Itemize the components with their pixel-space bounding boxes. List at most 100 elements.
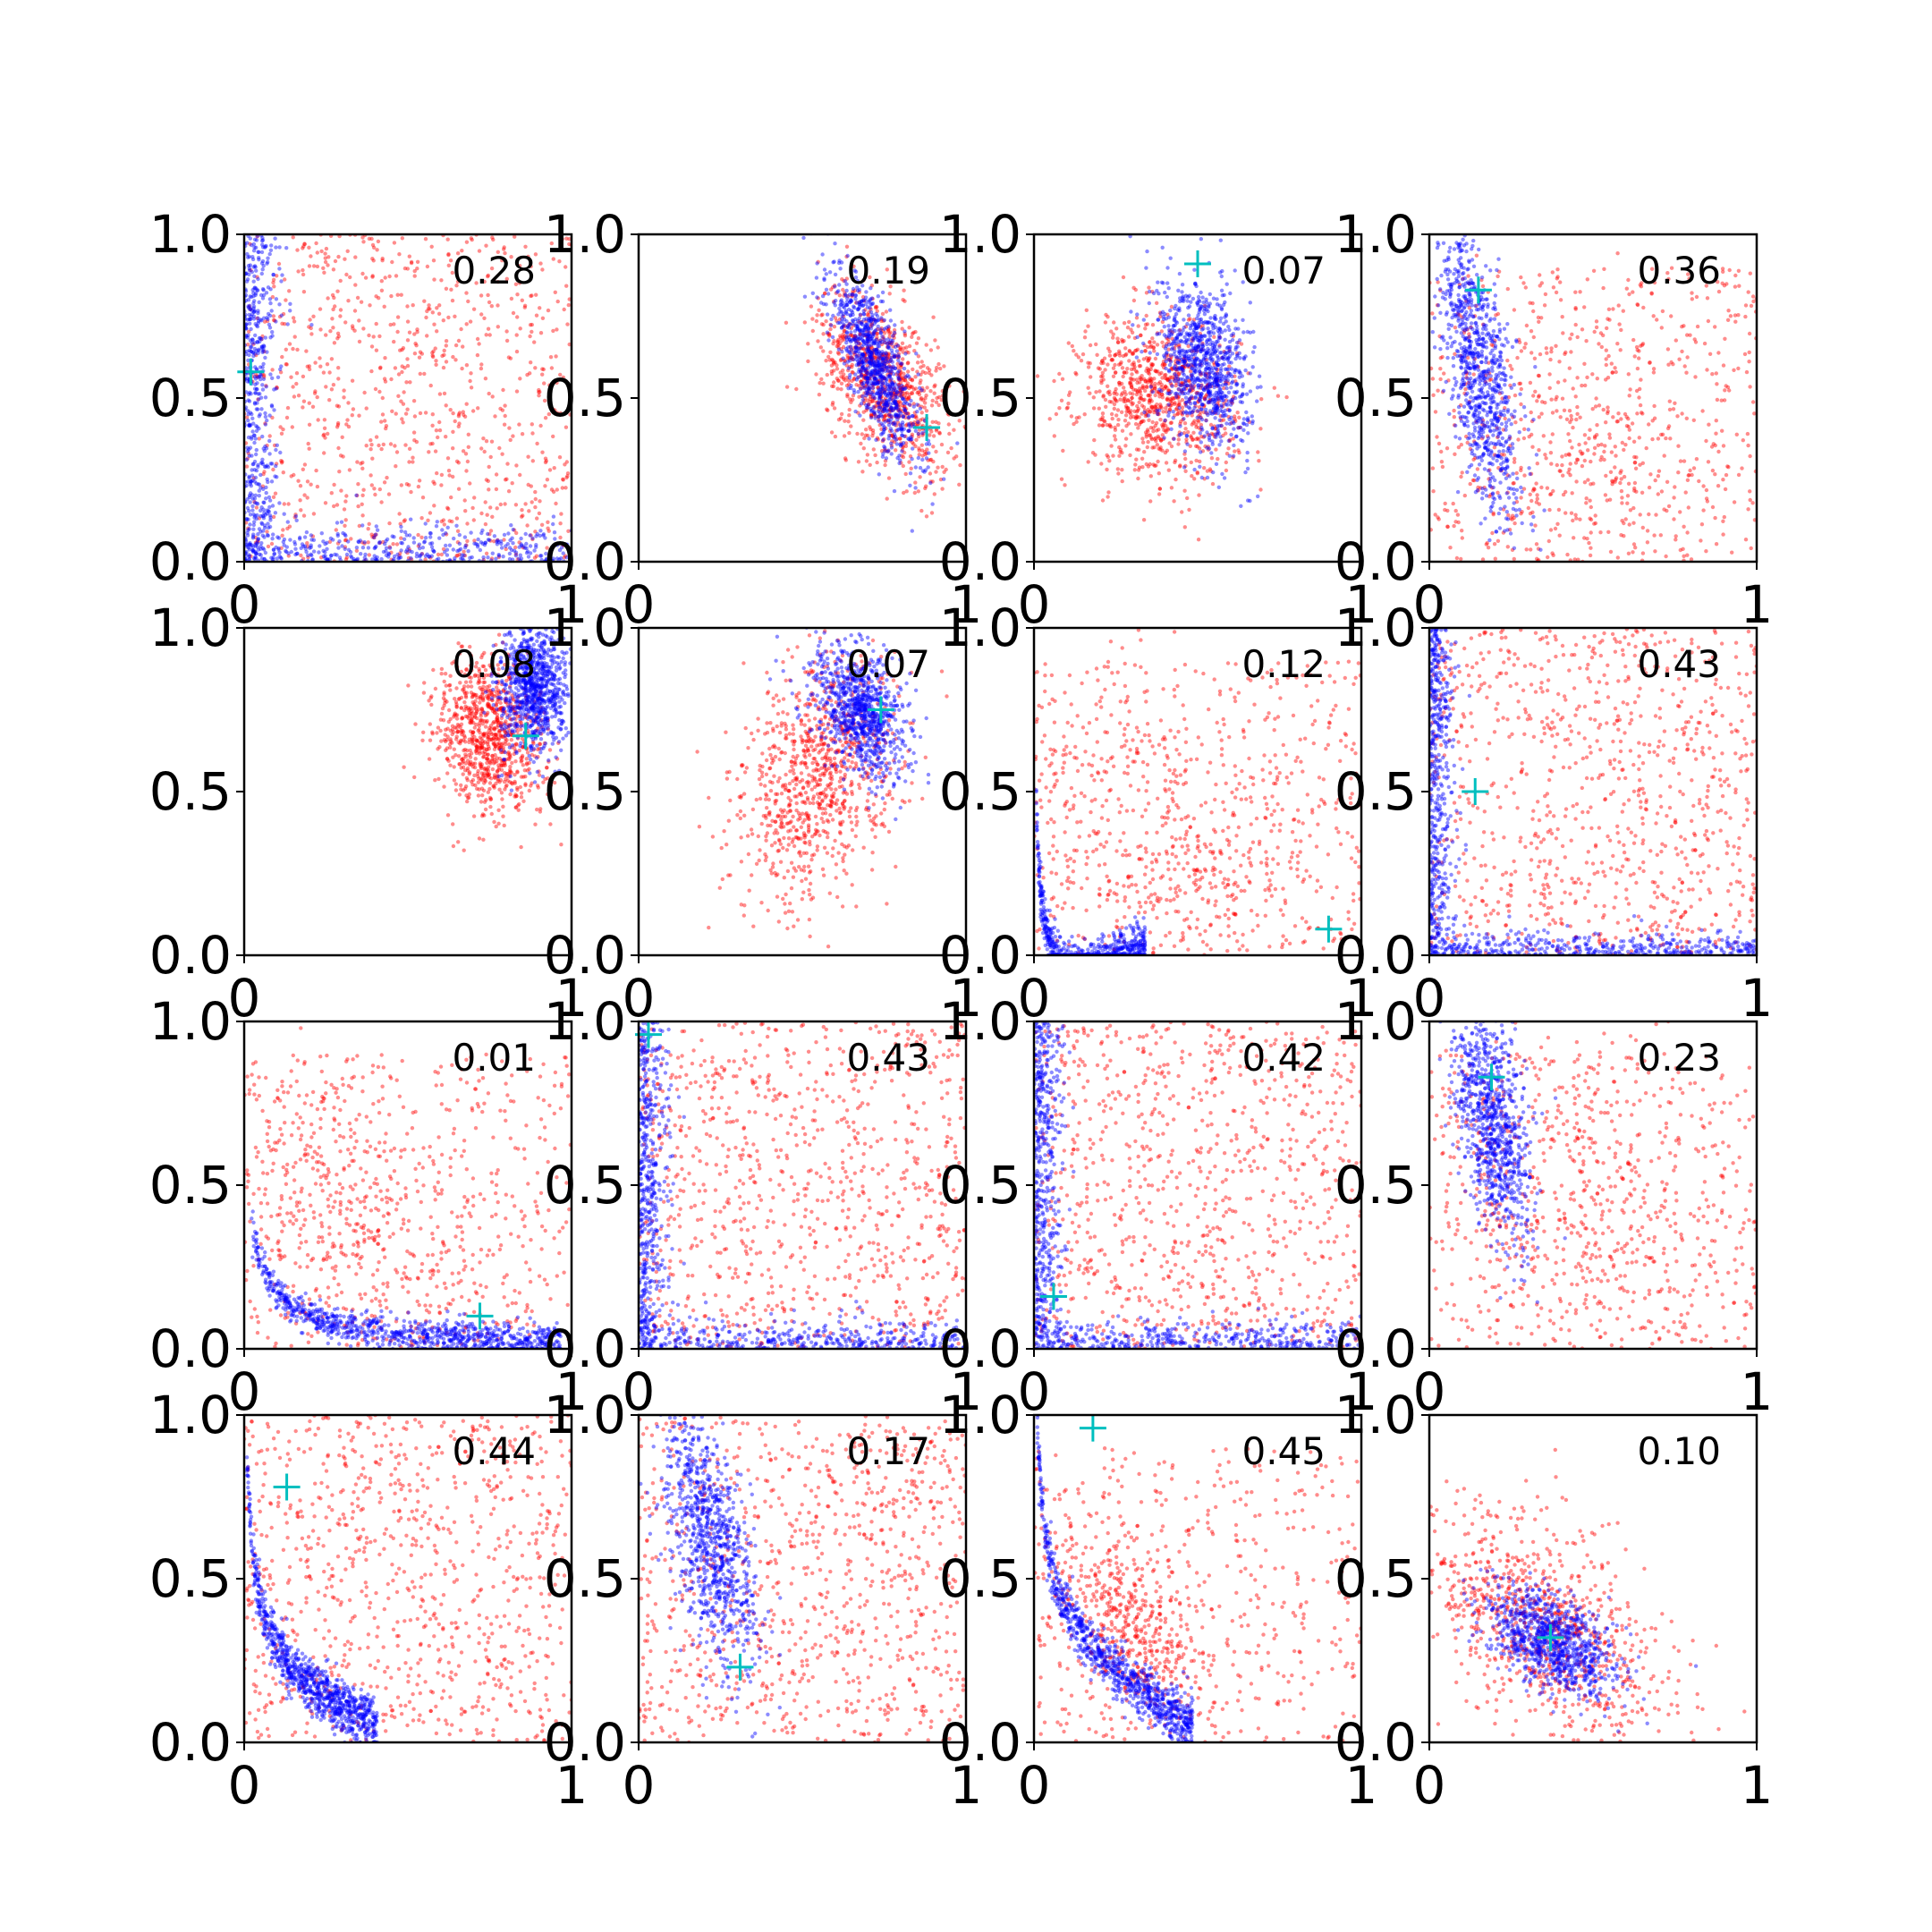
blue-point [847, 326, 852, 330]
blue-point [884, 365, 889, 370]
blue-point [268, 301, 273, 306]
blue-point [909, 437, 913, 442]
blue-point [528, 551, 533, 555]
red-point [946, 412, 952, 417]
red-point [845, 324, 850, 328]
red-point [848, 397, 852, 402]
blue-point [309, 553, 314, 558]
blue-point [868, 355, 872, 360]
blue-point [272, 387, 276, 392]
red-point [886, 329, 891, 334]
red-point [860, 319, 864, 325]
red-point [831, 342, 835, 346]
blue-point [409, 555, 413, 561]
red-point [921, 388, 927, 393]
blue-point [919, 431, 925, 436]
blue-point [863, 327, 868, 332]
red-point [923, 370, 928, 376]
red-point [248, 242, 252, 246]
red-point [462, 412, 466, 417]
red-point [885, 496, 889, 501]
blue-point [263, 550, 268, 555]
red-point [934, 369, 938, 373]
red-point [489, 556, 495, 561]
blue-point [869, 337, 873, 342]
red-point [515, 315, 520, 319]
blue-point [256, 407, 260, 411]
blue-point [245, 545, 250, 549]
blue-point [884, 351, 888, 355]
blue-point [244, 517, 250, 521]
red-point [335, 403, 340, 408]
red-point [316, 418, 320, 422]
blue-point [247, 553, 251, 557]
red-point [1147, 371, 1152, 377]
blue-point [250, 337, 255, 342]
blue-point [250, 255, 255, 259]
blue-point [555, 556, 560, 561]
red-point [861, 375, 866, 379]
red-point [816, 339, 820, 343]
blue-point [245, 497, 250, 502]
red-point [832, 380, 836, 385]
blue-point [893, 366, 898, 371]
red-point [351, 326, 355, 331]
red-point [510, 481, 514, 486]
red-point [454, 516, 460, 521]
blue-point [905, 373, 910, 377]
red-point [420, 496, 426, 500]
blue-point [859, 402, 864, 406]
red-point [324, 385, 328, 389]
red-point [271, 318, 276, 323]
red-point [859, 346, 864, 351]
red-point [315, 264, 320, 269]
red-point [1140, 377, 1144, 382]
blue-point [258, 377, 263, 382]
red-point [487, 333, 492, 337]
red-point [924, 484, 928, 488]
red-point [841, 314, 846, 318]
blue-point [860, 353, 866, 358]
red-point [388, 442, 394, 446]
red-point [456, 338, 462, 343]
red-point [301, 556, 306, 561]
red-point [469, 236, 473, 241]
red-point [342, 395, 346, 400]
red-point [832, 339, 836, 343]
red-point [346, 299, 351, 303]
red-point [335, 336, 340, 341]
red-point [839, 375, 843, 379]
blue-point [253, 513, 258, 518]
red-point [917, 448, 921, 453]
blue-point [880, 361, 885, 366]
blue-point [870, 372, 876, 377]
blue-point [259, 505, 264, 510]
blue-point [377, 539, 382, 545]
red-point [301, 246, 305, 250]
red-point [508, 437, 513, 443]
red-point [273, 491, 278, 496]
red-point [911, 442, 916, 446]
blue-point [836, 312, 841, 317]
red-point [564, 284, 569, 288]
blue-point [258, 374, 263, 378]
red-point [547, 383, 552, 387]
red-point [354, 548, 360, 553]
blue-point [843, 302, 849, 308]
red-point [885, 341, 890, 346]
blue-point [323, 555, 327, 561]
blue-point [457, 532, 462, 538]
blue-point [879, 379, 885, 384]
blue-point [381, 549, 386, 555]
blue-point [883, 409, 887, 413]
red-point [352, 309, 358, 313]
red-point [357, 318, 361, 323]
blue-point [269, 403, 275, 408]
blue-point [246, 423, 251, 428]
red-point [543, 484, 547, 488]
red-point [882, 376, 887, 381]
blue-point [882, 427, 886, 432]
red-point [900, 389, 904, 394]
blue-point [888, 358, 894, 362]
blue-point [868, 334, 872, 339]
